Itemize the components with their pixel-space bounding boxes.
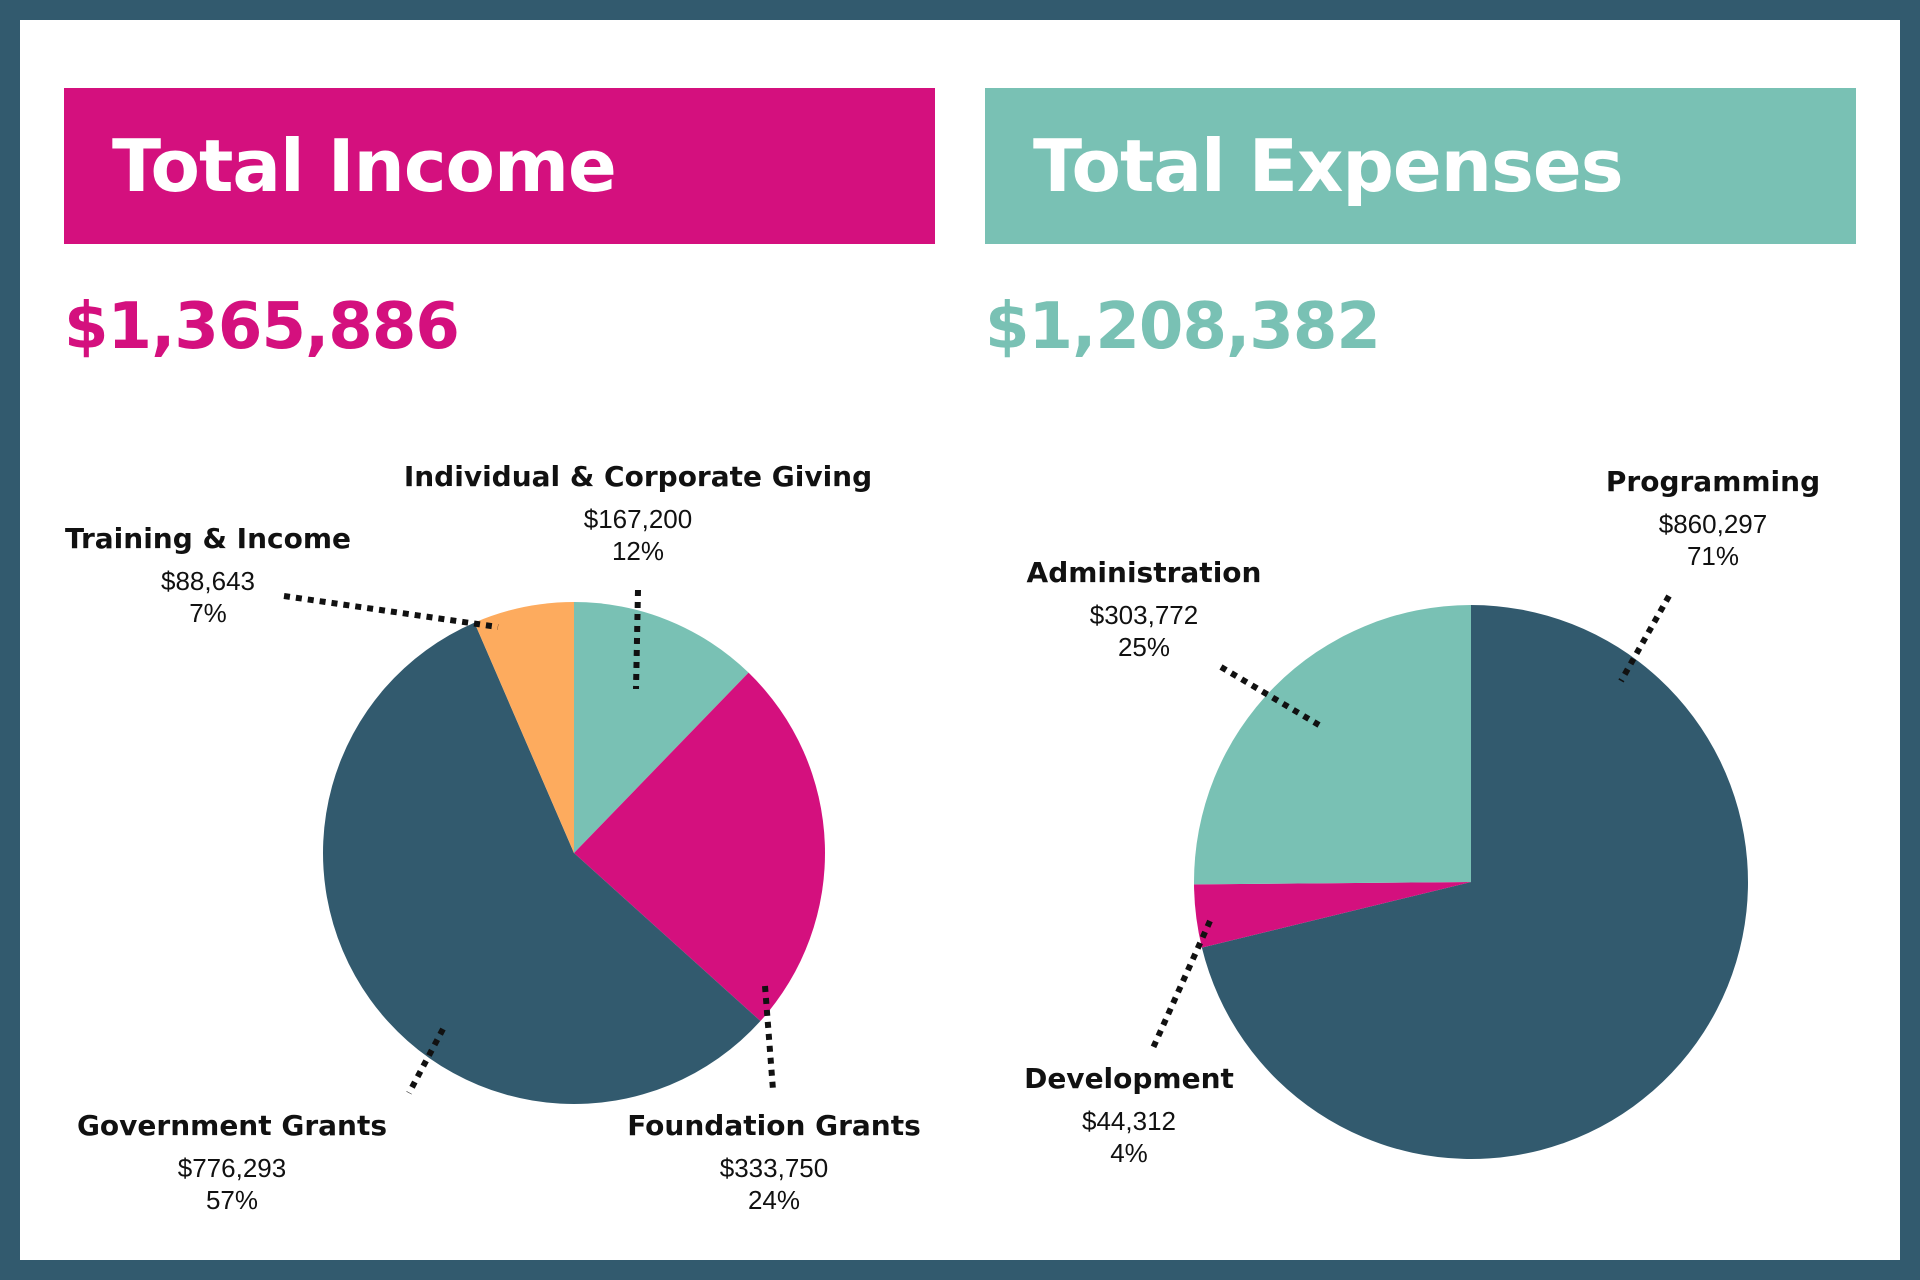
leader-line	[633, 589, 641, 690]
pie-slice	[574, 672, 826, 1022]
leader-line	[1618, 594, 1672, 683]
slice-amount: $44,312	[1082, 1106, 1176, 1136]
slice-percent: 71%	[1687, 541, 1739, 571]
slice-percent: 7%	[189, 598, 227, 628]
slice-amount: $88,643	[161, 566, 255, 596]
pie-chart-income: Individual & Corporate Giving $167,20012%…	[65, 460, 921, 1215]
slice-amount: $860,297	[1659, 509, 1767, 539]
pie-slice	[474, 602, 574, 853]
pie-slice	[1201, 605, 1748, 1159]
slice-percent: 12%	[612, 536, 664, 566]
leader-line	[762, 985, 776, 1091]
slice-percent: 4%	[1110, 1138, 1148, 1168]
expenses-banner: Total Expenses	[985, 88, 1856, 244]
slice-label: Administration	[1027, 556, 1262, 589]
slice-percent: 25%	[1118, 632, 1170, 662]
pie-slice	[1193, 605, 1471, 885]
slice-label: Programming	[1606, 465, 1820, 498]
slice-amount: $303,772	[1090, 600, 1198, 630]
income-banner: Total Income	[64, 88, 935, 244]
slice-amount: $167,200	[584, 504, 692, 534]
slice-label: Foundation Grants	[627, 1109, 921, 1142]
slice-label: Training & Income	[65, 522, 351, 555]
slice-percent: 57%	[206, 1185, 258, 1215]
expenses-total: $1,208,382	[985, 290, 1381, 364]
pie-slice	[323, 622, 761, 1104]
slice-amount: $776,293	[178, 1153, 286, 1183]
leader-line	[406, 1027, 446, 1095]
leader-line	[283, 593, 499, 630]
slice-amount: $333,750	[720, 1153, 828, 1183]
slice-percent: 24%	[748, 1185, 800, 1215]
expenses-title: Total Expenses	[1033, 124, 1624, 208]
income-total: $1,365,886	[64, 290, 460, 364]
slice-label: Individual & Corporate Giving	[404, 460, 872, 493]
slice-label: Development	[1024, 1062, 1234, 1095]
pie-slice	[574, 602, 749, 853]
income-title: Total Income	[112, 124, 617, 208]
pie-slice	[1194, 882, 1471, 948]
slice-label: Government Grants	[77, 1109, 387, 1142]
